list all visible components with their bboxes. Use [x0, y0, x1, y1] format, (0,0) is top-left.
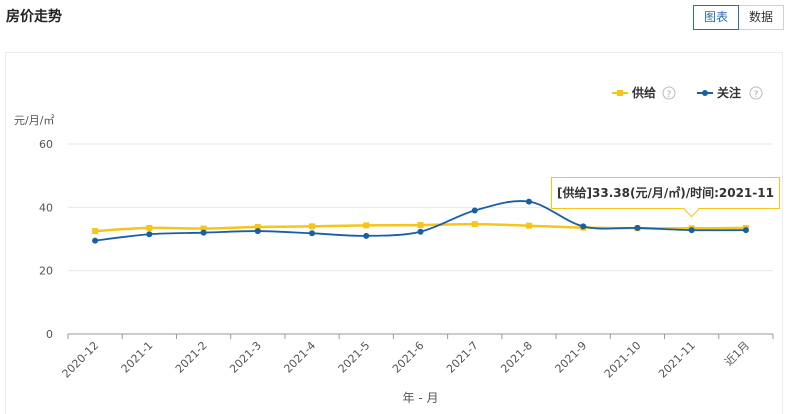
- x-tick-label: 2021-1: [119, 339, 156, 376]
- data-point-attention: [146, 231, 153, 238]
- data-point-supply: [92, 228, 99, 235]
- data-point-attention: [525, 198, 532, 205]
- x-tick-label: 2021-8: [498, 339, 535, 376]
- data-tooltip: [供给]33.38(元/月/㎡)/时间:2021-11: [551, 177, 780, 209]
- data-point-attention: [688, 227, 695, 234]
- data-point-attention: [580, 223, 587, 230]
- page-title: 房价走势: [6, 9, 62, 25]
- x-tick-label: 2021-6: [390, 339, 427, 376]
- data-point-attention: [417, 228, 424, 235]
- data-point-supply: [363, 222, 370, 229]
- help-icon: [662, 86, 676, 100]
- chart-panel: [5, 52, 783, 414]
- help-icon-glyph: ?: [754, 90, 759, 100]
- data-point-attention: [309, 230, 316, 237]
- x-tick-label: 2021-5: [336, 339, 373, 376]
- data-point-supply: [471, 221, 478, 228]
- legend-marker: [617, 90, 623, 96]
- x-tick-label: 2021-4: [281, 339, 318, 376]
- data-view-button[interactable]: 数据: [738, 5, 784, 30]
- data-point-attention: [200, 229, 207, 236]
- x-tick-label: 2021-10: [602, 339, 644, 381]
- y-tick-label: 20: [39, 265, 53, 278]
- x-tick-label: 2021-7: [444, 339, 481, 376]
- data-point-attention: [471, 207, 478, 214]
- data-point-attention: [92, 237, 99, 244]
- data-point-supply: [200, 225, 207, 232]
- data-point-supply: [309, 223, 316, 230]
- x-tick-label: 2021-2: [173, 339, 210, 376]
- data-point-attention: [254, 228, 261, 235]
- data-point-attention: [634, 224, 641, 231]
- y-tick-label: 40: [39, 201, 53, 214]
- data-point-supply: [417, 222, 424, 229]
- data-point-supply: [146, 224, 153, 231]
- y-tick-label: 0: [46, 328, 53, 341]
- x-tick-label: 近1月: [722, 339, 752, 369]
- data-point-attention: [363, 232, 370, 239]
- x-axis-label: 年 - 月: [403, 391, 439, 405]
- data-point-attention: [742, 227, 749, 234]
- chart-view-button[interactable]: 图表: [692, 5, 739, 30]
- x-tick-label: 2021-3: [227, 339, 264, 376]
- legend-marker: [702, 90, 708, 96]
- legend-label-attention: 关注: [717, 85, 741, 100]
- view-toggle: 图表 数据: [692, 5, 784, 30]
- legend-label-supply: 供给: [631, 85, 656, 100]
- x-tick-label: 2021-11: [656, 339, 698, 381]
- data-point-supply: [254, 223, 261, 230]
- help-icon-glyph: ?: [667, 90, 672, 100]
- y-tick-label: 60: [39, 138, 53, 151]
- help-icon: [749, 86, 763, 100]
- y-axis-label: 元/月/㎡: [14, 114, 54, 127]
- data-point-supply: [525, 222, 532, 229]
- x-tick-label: 2020-12: [60, 339, 102, 381]
- x-tick-label: 2021-9: [553, 339, 590, 376]
